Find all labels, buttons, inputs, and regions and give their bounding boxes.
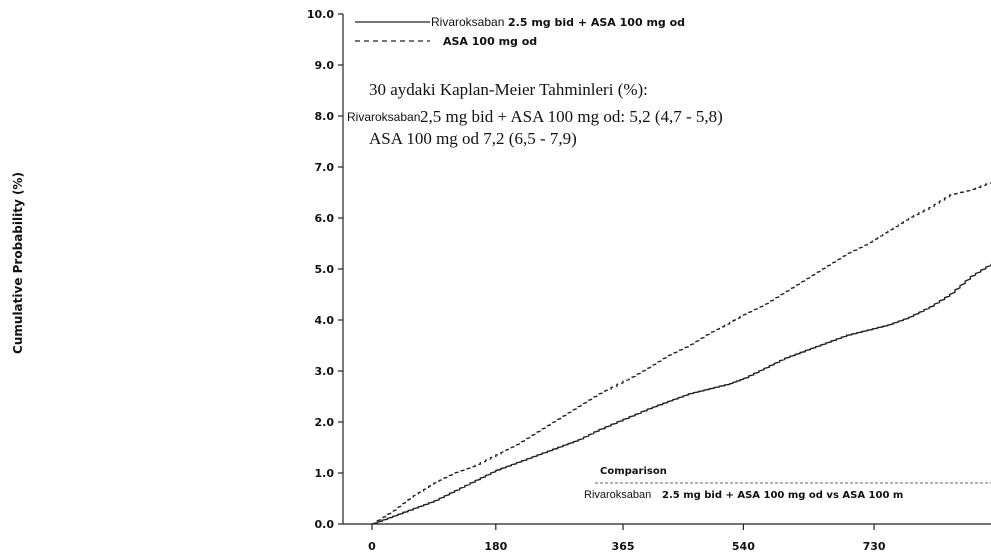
y-tick-label: 8.0 bbox=[315, 110, 335, 123]
y-ticks: 0.0 1.0 2.0 3.0 4.0 5.0 6.0 7.0 8.0 9.0 10.0 bbox=[307, 8, 343, 531]
y-tick-label: 0.0 bbox=[315, 518, 335, 531]
y-tick-label: 5.0 bbox=[315, 263, 335, 276]
x-tick-label: 180 bbox=[484, 540, 507, 553]
y-axis-label: Cumulative Probability (%) bbox=[11, 172, 25, 354]
comparison-box: Comparison Rivaroksaban 2.5 mg bid + ASA… bbox=[584, 466, 991, 501]
x-tick-label: 365 bbox=[612, 540, 635, 553]
y-tick-label: 1.0 bbox=[315, 467, 335, 480]
y-tick-label: 9.0 bbox=[315, 59, 335, 72]
comparison-title: Comparison bbox=[600, 466, 667, 477]
km-heading: 30 aydaki Kaplan-Meier Tahminleri (%): bbox=[369, 80, 648, 99]
x-tick-label: 540 bbox=[732, 540, 755, 553]
legend-2-label: ASA 100 mg od bbox=[443, 35, 537, 48]
x-ticks: 0 180 365 540 730 bbox=[368, 524, 886, 553]
y-tick-label: 3.0 bbox=[315, 365, 335, 378]
km-estimates-annotation: 30 aydaki Kaplan-Meier Tahminleri (%): R… bbox=[347, 80, 723, 148]
legend-1-label: 2.5 mg bid + ASA 100 mg od bbox=[508, 16, 685, 29]
y-tick-label: 4.0 bbox=[315, 314, 335, 327]
y-tick-label: 10.0 bbox=[307, 8, 334, 21]
series-asa-line bbox=[371, 182, 991, 525]
series-rivaroksaban-line bbox=[371, 263, 991, 525]
km-line2: ASA 100 mg od 7,2 (6,5 - 7,9) bbox=[369, 129, 577, 148]
km-line1: 2,5 mg bid + ASA 100 mg od: 5,2 (4,7 - 5… bbox=[420, 107, 723, 126]
x-tick-label: 0 bbox=[368, 540, 376, 553]
y-tick-label: 6.0 bbox=[315, 212, 335, 225]
legend: Rivaroksaban 2.5 mg bid + ASA 100 mg od … bbox=[355, 15, 685, 48]
x-tick-label: 730 bbox=[863, 540, 886, 553]
y-tick-label: 2.0 bbox=[315, 416, 335, 429]
legend-1-prefix: Rivaroksaban bbox=[431, 15, 504, 29]
comparison-row-prefix: Rivaroksaban bbox=[584, 489, 651, 501]
comparison-row: 2.5 mg bid + ASA 100 mg od vs ASA 100 m bbox=[662, 490, 903, 501]
km-line1-prefix: Rivaroksaban bbox=[347, 110, 420, 124]
y-tick-label: 7.0 bbox=[315, 161, 335, 174]
